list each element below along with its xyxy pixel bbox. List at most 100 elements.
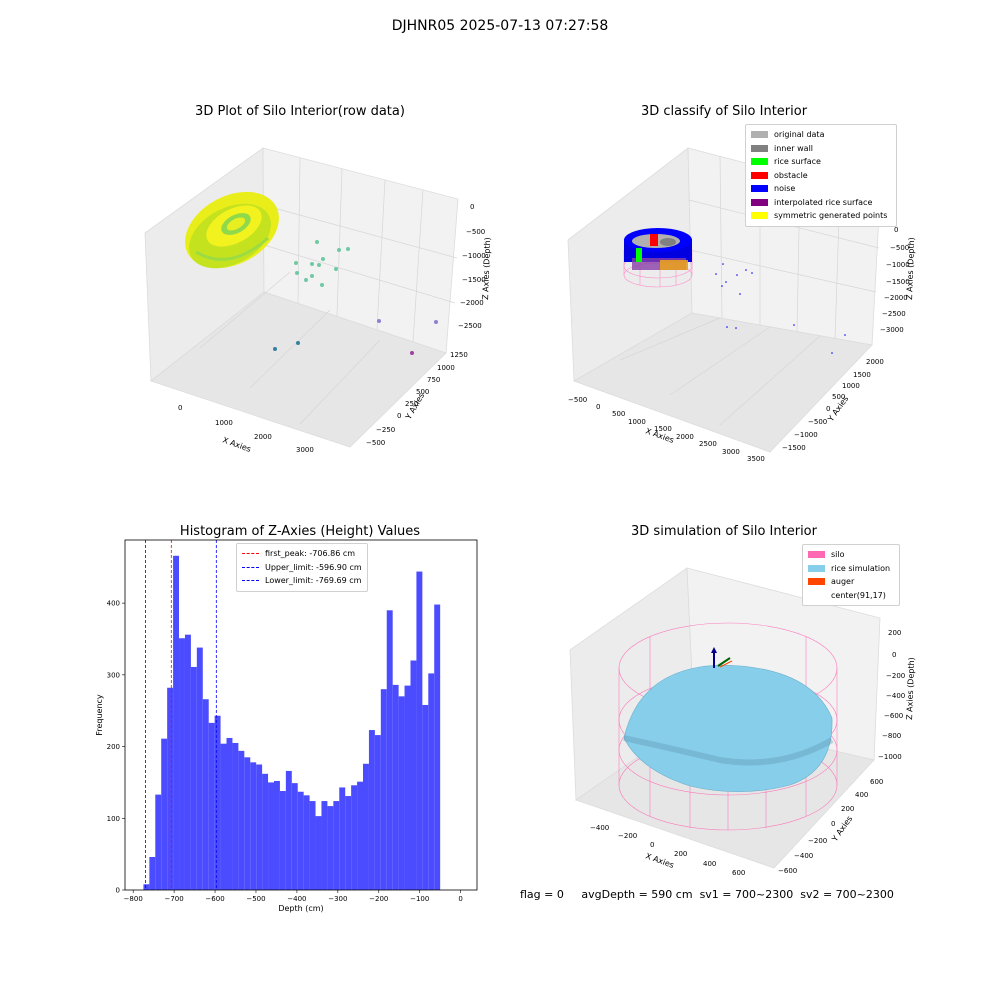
panel4-title: 3D simulation of Silo Interior bbox=[631, 524, 817, 539]
p4-ytick-2: 200 bbox=[841, 805, 854, 813]
p2-zlabel: Z Axies (Depth) bbox=[905, 237, 916, 300]
sv1-text: sv1 = 700~2300 bbox=[699, 888, 794, 901]
histogram-bar bbox=[196, 647, 203, 890]
histogram-bar bbox=[357, 781, 364, 890]
histogram-bar bbox=[256, 764, 263, 890]
histogram-bar bbox=[297, 791, 304, 890]
histogram-bar bbox=[416, 571, 423, 890]
histogram-bar bbox=[327, 806, 334, 890]
p4-xtick-4: 400 bbox=[703, 860, 716, 868]
histogram-bar bbox=[303, 795, 310, 890]
p4-ytick-6: −600 bbox=[778, 867, 797, 875]
p1-xtick-1: 1000 bbox=[215, 419, 233, 427]
legend-label: rice simulation bbox=[831, 563, 891, 573]
legend-item: rice simulation bbox=[808, 562, 894, 576]
panel2-pink-silo-wire bbox=[623, 250, 693, 288]
histogram-bar bbox=[155, 794, 162, 890]
panel4-auger-markers bbox=[711, 647, 733, 668]
histogram-bar bbox=[368, 730, 375, 890]
p4-xtick-3: 200 bbox=[674, 850, 687, 858]
legend-item: noise bbox=[751, 182, 891, 196]
p2-xtick-4: 1500 bbox=[654, 425, 672, 433]
flag-text: flag = 0 bbox=[520, 888, 564, 901]
x-tick-label: −700 bbox=[164, 895, 183, 903]
histogram-bar bbox=[374, 735, 381, 890]
histogram-threshold-lines bbox=[145, 540, 217, 890]
y-tick-label: 200 bbox=[107, 743, 120, 751]
p2-xtick-8: 3500 bbox=[747, 455, 765, 463]
legend-label: obstacle bbox=[774, 170, 808, 180]
legend-label: inner wall bbox=[774, 143, 814, 153]
histogram-bar bbox=[214, 715, 221, 890]
histogram-bar bbox=[250, 762, 257, 890]
legend-item: Lower_limit: -769.69 cm bbox=[242, 574, 362, 588]
p2-ztick-0: 0 bbox=[894, 226, 898, 234]
panel2-noise-points bbox=[715, 263, 846, 354]
histogram-bar bbox=[392, 684, 399, 890]
x-tick-label: 0 bbox=[458, 895, 462, 903]
legend-swatch bbox=[808, 578, 825, 586]
p4-zlabel: Z Axies (Depth) bbox=[905, 657, 916, 720]
legend-swatch bbox=[751, 158, 768, 166]
histogram-bar bbox=[238, 750, 245, 890]
histogram-bar bbox=[315, 816, 322, 890]
p1-ytick-5: 0 bbox=[397, 412, 401, 420]
histogram-bar bbox=[380, 689, 387, 890]
legend-label: rice surface bbox=[774, 157, 821, 167]
histogram-bar bbox=[143, 884, 150, 890]
histogram-bar bbox=[291, 783, 298, 890]
p4-ztick-6: −1000 bbox=[878, 753, 902, 761]
legend-label: interpolated rice surface bbox=[774, 197, 873, 207]
p1-xtick-3: 3000 bbox=[296, 446, 314, 454]
p2-ytick-6: −1000 bbox=[794, 431, 818, 439]
p4-ztick-2: −200 bbox=[886, 672, 905, 680]
histogram-bar bbox=[232, 742, 239, 890]
p4-ylabel: Y Axies bbox=[830, 814, 855, 844]
x-tick-label: −600 bbox=[205, 895, 224, 903]
legend-swatch bbox=[751, 198, 768, 206]
legend-label: symmetric generated points bbox=[774, 211, 888, 221]
histogram-bar bbox=[244, 757, 251, 890]
legend-label: original data bbox=[774, 130, 825, 140]
p4-xlabel: X Axies bbox=[644, 851, 675, 870]
p2-xtick-0: −500 bbox=[568, 396, 587, 404]
p4-ztick-0: 200 bbox=[888, 629, 901, 637]
p1-ztick-0: 0 bbox=[470, 203, 474, 211]
legend-swatch bbox=[751, 212, 768, 220]
legend-label: Upper_limit: -596.90 cm bbox=[265, 562, 362, 572]
panel2-title: 3D classify of Silo Interior bbox=[640, 104, 808, 119]
legend-swatch bbox=[242, 580, 259, 582]
p4-ztick-4: −600 bbox=[884, 712, 903, 720]
histogram-bar bbox=[184, 634, 191, 890]
p4-ytick-4: −200 bbox=[808, 837, 827, 845]
p1-xtick-2: 2000 bbox=[254, 433, 272, 441]
histogram-bar bbox=[422, 704, 429, 890]
p2-ztick-6: −3000 bbox=[880, 326, 904, 334]
p2-ytick-3: 500 bbox=[832, 393, 845, 401]
p4-xtick-5: 600 bbox=[732, 869, 745, 877]
p2-ytick-0: 2000 bbox=[866, 358, 884, 366]
legend-label: first_peak: -706.86 cm bbox=[265, 549, 356, 559]
panel2-silo-cloud bbox=[624, 228, 692, 270]
histogram-bar bbox=[398, 696, 405, 890]
legend-swatch bbox=[751, 131, 768, 139]
x-tick-label: −500 bbox=[246, 895, 265, 903]
histogram-bar bbox=[410, 660, 417, 890]
p2-xlabel: X Axies bbox=[644, 426, 675, 445]
panel4-axis-labels: X Axies Y Axies Z Axies (Depth) −400 −20… bbox=[590, 629, 916, 877]
p1-ytick-6: −250 bbox=[376, 426, 395, 434]
x-tick-label: −100 bbox=[410, 895, 429, 903]
histogram-title: Histogram of Z-Axies (Height) Values bbox=[179, 524, 421, 539]
histogram-bar bbox=[268, 782, 274, 890]
p1-ytick-4: 250 bbox=[405, 400, 418, 408]
histogram-bar bbox=[285, 770, 292, 890]
x-tick-label: −300 bbox=[328, 895, 347, 903]
histogram-bar bbox=[167, 687, 174, 890]
p1-ytick-2: 750 bbox=[427, 376, 440, 384]
histogram-bar bbox=[262, 773, 269, 890]
p2-ztick-1: −500 bbox=[890, 244, 909, 252]
histogram-bar bbox=[309, 801, 316, 890]
x-tick-label: −200 bbox=[369, 895, 388, 903]
y-tick-label: 0 bbox=[116, 887, 120, 895]
panel2-legend: original data inner wall rice surface ob… bbox=[745, 124, 897, 227]
